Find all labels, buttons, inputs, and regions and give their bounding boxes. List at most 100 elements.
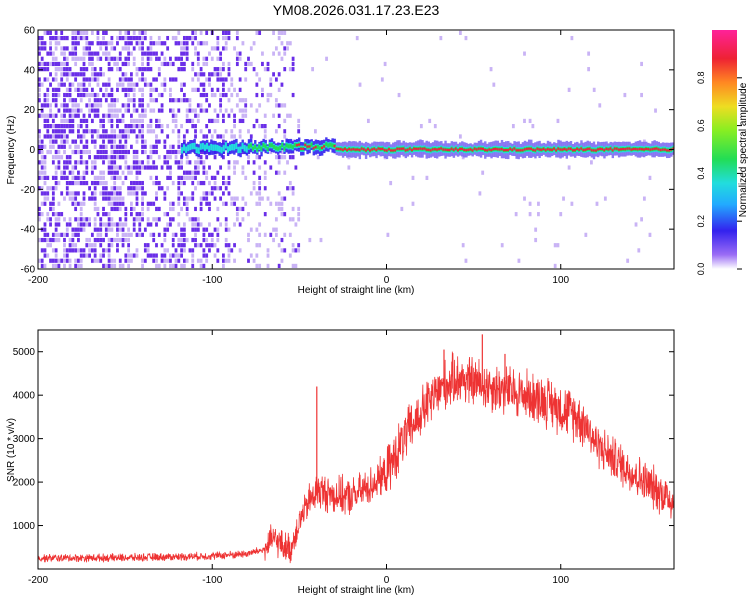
- noise-cell: [43, 253, 47, 258]
- band-mid: [220, 147, 224, 154]
- noise-cell: [107, 217, 111, 222]
- noise-cell: [132, 87, 136, 92]
- noise-cell: [132, 103, 136, 108]
- noise-cell: [85, 165, 89, 170]
- noise-cell: [291, 217, 295, 222]
- noise-cell: [110, 134, 114, 139]
- band-inner: [264, 144, 267, 149]
- band-core: [619, 148, 623, 151]
- noise-cell: [247, 129, 250, 134]
- noise-cell: [222, 77, 225, 82]
- noise-cell: [82, 227, 86, 232]
- noise-cell: [54, 149, 58, 155]
- noise-cell: [169, 77, 172, 82]
- noise-cell: [133, 26, 136, 30]
- noise-cell: [77, 41, 80, 46]
- band-core: [494, 147, 497, 150]
- noise-cell: [196, 77, 200, 82]
- noise-cell: [286, 46, 289, 51]
- noise-cell: [38, 46, 41, 51]
- noise-cell: [191, 108, 195, 113]
- noise-cell: [110, 103, 114, 108]
- noise-cell: [121, 87, 125, 92]
- noise-cell: [102, 35, 105, 41]
- noise-cell: [283, 118, 287, 124]
- noise-cell: [99, 124, 103, 129]
- noise-cell: [216, 134, 220, 139]
- noise-cell: [124, 30, 128, 35]
- noise-cell: [65, 103, 69, 108]
- noise-cell: [40, 35, 44, 41]
- noise-cell: [174, 263, 178, 269]
- noise-cell: [74, 108, 78, 113]
- noise-cell: [269, 82, 273, 87]
- noise-cell: [174, 56, 178, 61]
- noise-cell: [93, 77, 97, 82]
- band-mid: [201, 142, 205, 150]
- noise-cell: [297, 118, 301, 124]
- noise-cell: [166, 46, 170, 51]
- noise-cell: [180, 248, 183, 253]
- noise-cell: [219, 108, 223, 113]
- noise-cell: [180, 61, 183, 67]
- noise-cell: [113, 61, 117, 67]
- noise-cell: [141, 149, 144, 155]
- noise-cell: [96, 258, 100, 263]
- noise-cell: [194, 51, 197, 56]
- noise-cell: [160, 103, 164, 108]
- noise-cell: [65, 67, 69, 72]
- noise-cell: [163, 227, 167, 232]
- noise-cell: [113, 165, 117, 170]
- noise-cell: [54, 222, 58, 227]
- noise-cell: [241, 196, 245, 201]
- noise-cell: [213, 92, 217, 98]
- noise-cell: [38, 129, 41, 134]
- noise-cell: [143, 248, 147, 253]
- noise-cell: [40, 212, 44, 217]
- noise-cell: [277, 160, 281, 165]
- noise-cell: [77, 237, 80, 243]
- noise-cell: [213, 67, 217, 72]
- noise-cell: [258, 124, 262, 129]
- noise-cell: [118, 82, 122, 87]
- noise-cell: [60, 72, 64, 77]
- noise-cell: [194, 87, 197, 92]
- noise-cell: [85, 92, 89, 98]
- noise-cell: [43, 92, 47, 98]
- noise-cell: [637, 248, 641, 253]
- noise-cell: [79, 72, 83, 77]
- noise-cell: [124, 175, 128, 180]
- noise-cell: [149, 87, 153, 92]
- noise-cell: [152, 160, 156, 165]
- noise-cell: [124, 165, 128, 170]
- noise-cell: [65, 92, 69, 98]
- noise-cell: [38, 113, 41, 118]
- noise-cell: [249, 46, 253, 51]
- noise-cell: [216, 206, 220, 212]
- noise-cell: [249, 134, 253, 139]
- noise-cell: [227, 243, 231, 248]
- noise-cell: [77, 26, 80, 30]
- noise-cell: [138, 87, 142, 92]
- noise-cell: [93, 191, 97, 196]
- noise-cell: [202, 82, 206, 87]
- noise-cell: [63, 258, 66, 263]
- noise-cell: [130, 129, 133, 134]
- noise-cell: [99, 134, 103, 139]
- noise-cell: [107, 51, 111, 56]
- noise-cell: [99, 155, 103, 160]
- noise-cell: [135, 124, 139, 129]
- noise-cell: [222, 253, 225, 258]
- noise-cell: [180, 41, 183, 46]
- noise-cell: [224, 108, 228, 113]
- noise-cell: [60, 30, 64, 35]
- noise-cell: [74, 51, 78, 56]
- noise-cell: [169, 258, 172, 263]
- noise-cell: [82, 51, 86, 56]
- noise-cell: [68, 222, 72, 227]
- noise-cell: [104, 191, 108, 196]
- noise-cell: [191, 87, 195, 92]
- band-core: [377, 147, 380, 150]
- band-core: [398, 147, 401, 150]
- noise-cell: [63, 196, 66, 201]
